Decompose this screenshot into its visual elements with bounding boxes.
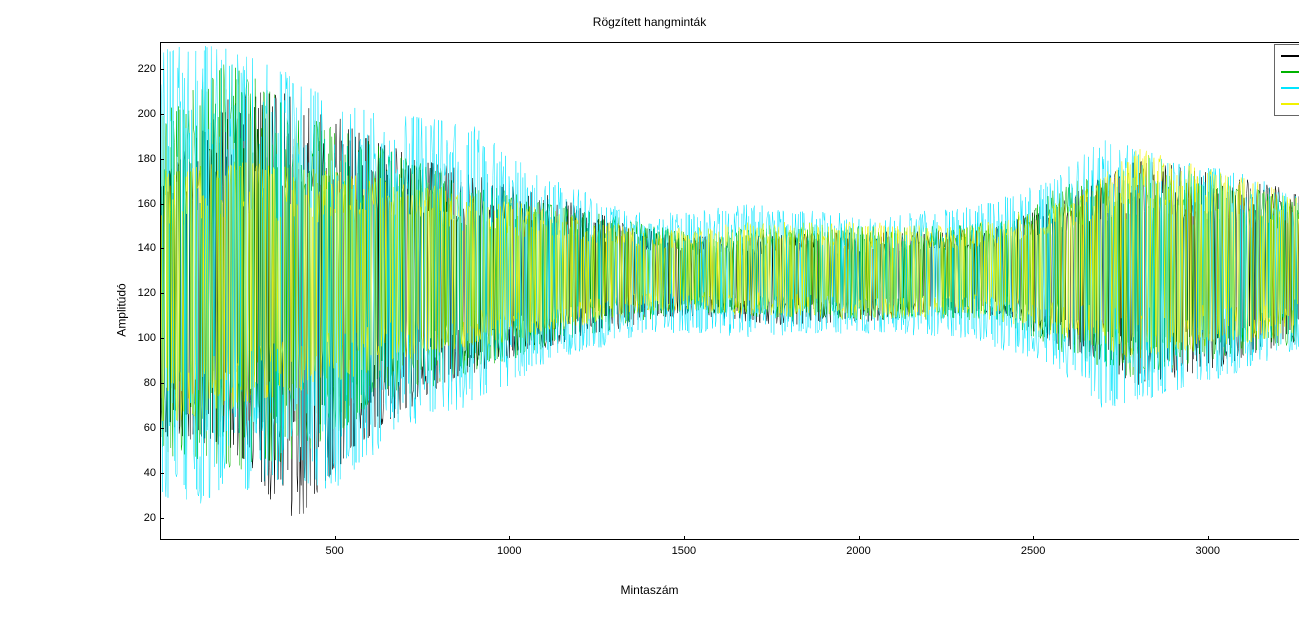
x-tick-mark [1033,536,1034,540]
legend-row-s3: s3 [1281,80,1299,96]
y-tick-label: 160 [116,198,156,210]
x-tick-label: 500 [325,545,343,557]
x-tick-mark [509,536,510,540]
x-tick-label: 2500 [1021,545,1045,557]
chart-title: Rögzített hangminták [0,15,1299,29]
x-tick-label: 1500 [672,545,696,557]
y-tick-label: 200 [116,108,156,120]
y-tick-mark [160,338,164,339]
y-tick-label: 20 [116,512,156,524]
legend-swatch [1281,103,1299,105]
y-tick-mark [160,114,164,115]
x-axis-label: Mintaszám [0,583,1299,597]
plot-svg [161,43,1299,539]
legend-row-s1: s1 [1281,48,1299,64]
series-s3 [161,46,1299,503]
y-tick-label: 80 [116,377,156,389]
y-tick-mark [160,204,164,205]
y-tick-label: 40 [116,467,156,479]
legend-row-s2: s2 [1281,64,1299,80]
figure: Rögzített hangminták Amplitúdó Mintaszám… [0,0,1299,619]
legend: s1s2s3s4 [1274,44,1299,116]
legend-swatch [1281,71,1299,73]
plot-area [160,42,1299,540]
legend-row-s4: s4 [1281,96,1299,112]
x-tick-label: 1000 [497,545,521,557]
y-tick-mark [160,383,164,384]
legend-swatch [1281,55,1299,57]
y-tick-mark [160,69,164,70]
legend-swatch [1281,87,1299,89]
y-tick-mark [160,293,164,294]
y-tick-label: 100 [116,332,156,344]
y-tick-label: 140 [116,242,156,254]
y-axis-label: Amplitúdó [95,0,148,619]
y-tick-mark [160,159,164,160]
x-tick-label: 2000 [846,545,870,557]
x-tick-mark [335,536,336,540]
y-tick-mark [160,518,164,519]
y-tick-label: 220 [116,63,156,75]
x-tick-label: 3000 [1196,545,1220,557]
y-tick-mark [160,248,164,249]
y-tick-label: 60 [116,422,156,434]
y-tick-label: 180 [116,153,156,165]
y-tick-mark [160,473,164,474]
x-tick-mark [859,536,860,540]
y-tick-label: 120 [116,287,156,299]
x-tick-mark [1208,536,1209,540]
x-tick-mark [684,536,685,540]
y-tick-mark [160,428,164,429]
